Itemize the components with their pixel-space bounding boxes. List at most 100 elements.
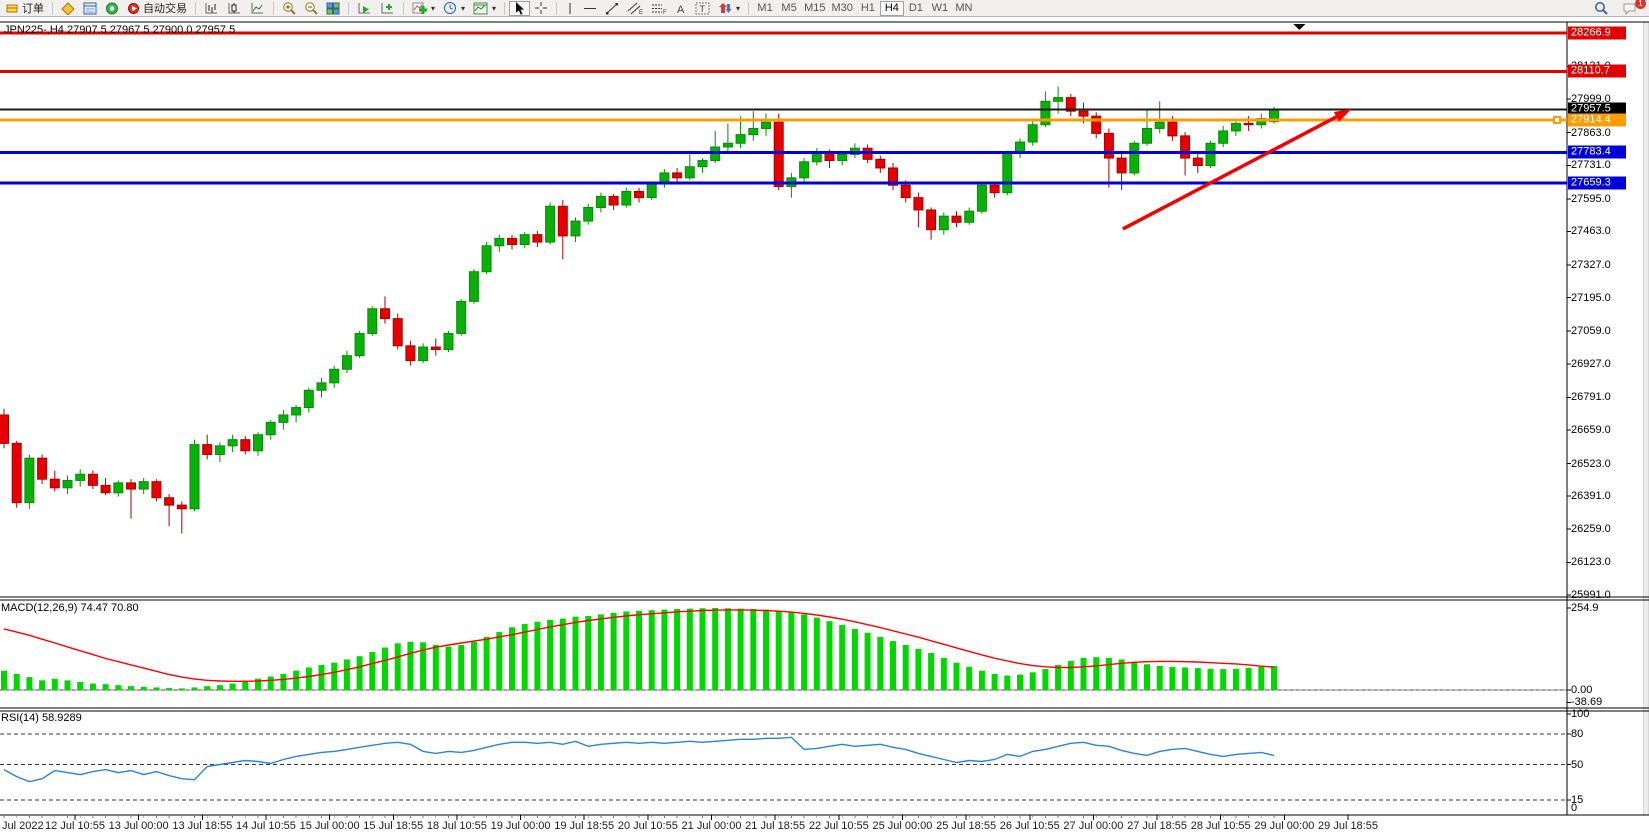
- time-label: 26 Jul 10:55: [999, 820, 1060, 832]
- zoom-in-button[interactable]: [278, 1, 300, 16]
- time-label: 12 Jul 10:55: [45, 820, 105, 832]
- axis-tick-label: 26123.0: [1571, 556, 1611, 569]
- axis-tick-label: 27999.0: [1571, 93, 1611, 106]
- text-tool-button[interactable]: A: [671, 1, 691, 16]
- vertical-scrollbar[interactable]: [1643, 21, 1649, 816]
- auto-scroll-icon: [358, 2, 370, 13]
- equidistant-channel-tool-button[interactable]: E: [623, 1, 647, 16]
- indicators-icon: [412, 2, 427, 14]
- fibonacci-tool-button[interactable]: F: [647, 1, 671, 16]
- time-label: 18 Jul 10:55: [426, 820, 487, 832]
- axis-tick-label: 100: [1571, 708, 1590, 721]
- axis-tick-label: 80: [1571, 728, 1584, 741]
- line-chart-button[interactable]: [246, 1, 269, 16]
- timeframe-m30-button[interactable]: M30: [828, 1, 855, 16]
- dropdown-caret-icon: ▾: [461, 3, 466, 13]
- trend-arrow[interactable]: [1122, 108, 1352, 231]
- tile-windows-button[interactable]: [322, 1, 344, 16]
- time-label: 13 Jul 00:00: [108, 820, 169, 832]
- templates-button[interactable]: ▾: [469, 1, 500, 16]
- axis-tick-label: 27863.0: [1571, 126, 1611, 139]
- timeframe-mn-button[interactable]: MN: [952, 1, 976, 16]
- signals-icon: [106, 2, 118, 14]
- data-window-button[interactable]: [79, 1, 101, 16]
- periods-button[interactable]: ▾: [439, 1, 469, 16]
- chart-shift-button[interactable]: [376, 1, 399, 16]
- time-label: 19 Jul 18:55: [554, 820, 615, 832]
- svg-text:A: A: [677, 4, 685, 15]
- arrows-tool-button[interactable]: ▾: [714, 1, 744, 16]
- time-label: 29 Jul 18:55: [1318, 820, 1378, 832]
- candlestick-chart-icon: [228, 2, 240, 13]
- svg-text:E: E: [639, 10, 643, 15]
- tile-windows-icon: [326, 2, 340, 14]
- timeframe-m5-button[interactable]: M5: [777, 1, 801, 16]
- time-label: 22 Jul 10:55: [808, 820, 869, 832]
- horizontal-line-icon: [584, 7, 597, 9]
- timeframe-w1-button[interactable]: W1: [928, 1, 952, 16]
- data-window-icon: [83, 2, 97, 14]
- auto-scroll-button[interactable]: [353, 1, 376, 16]
- axis-tick-label: 27595.0: [1571, 192, 1611, 205]
- timeframe-m15-button[interactable]: M15: [801, 1, 828, 16]
- search-button[interactable]: [1590, 1, 1612, 16]
- axis-tick-label: 26523.0: [1571, 457, 1611, 470]
- divider: [403, 1, 404, 15]
- axis-tick-label: 26391.0: [1571, 490, 1611, 503]
- text-label-tool-button[interactable]: T: [691, 1, 714, 16]
- new-order-button[interactable]: 订单: [2, 1, 48, 16]
- divider: [556, 1, 558, 15]
- notifications-button[interactable]: 1: [1618, 0, 1646, 16]
- divider: [748, 1, 750, 15]
- bar-chart-button[interactable]: [200, 1, 223, 16]
- trendline-tool-button[interactable]: [601, 1, 623, 16]
- cursor-icon: [516, 2, 525, 15]
- line-chart-icon: [251, 2, 263, 13]
- cursor-button[interactable]: [509, 0, 531, 16]
- signals-button[interactable]: [101, 1, 123, 16]
- autotrading-button[interactable]: 自动交易: [123, 1, 191, 16]
- trendline-icon: [606, 2, 619, 14]
- horizontal-line-tool-button[interactable]: [579, 1, 601, 16]
- timeframe-group: M1 M5 M15 M30 H1 H4 D1 W1 MN: [753, 0, 976, 16]
- timeframe-h1-button[interactable]: H1: [856, 1, 880, 16]
- market-watch-button[interactable]: [57, 1, 79, 16]
- zoom-out-button[interactable]: [300, 1, 322, 16]
- macd-indicator-label: MACD(12,26,9) 74.47 70.80: [1, 602, 139, 614]
- market-watch-icon: [61, 1, 75, 15]
- timeframe-m1-button[interactable]: M1: [753, 1, 777, 16]
- chart-shift-icon: [381, 2, 393, 13]
- axis-tick-label: 0.00: [1571, 684, 1593, 696]
- vertical-line-tool-button[interactable]: [561, 1, 579, 16]
- timeframe-h4-button[interactable]: H4: [879, 0, 904, 16]
- axis-tick-label: 0: [1571, 802, 1578, 814]
- autotrading-label: 自动交易: [143, 3, 187, 15]
- time-label: 20 Jul 10:55: [617, 820, 678, 832]
- axis-tick-label: 26259.0: [1571, 522, 1611, 535]
- axis-tick-label: 27463.0: [1571, 225, 1611, 238]
- timeframe-d1-button[interactable]: D1: [904, 1, 928, 16]
- template-icon: [473, 2, 488, 14]
- macd-histogram: [1, 608, 1277, 690]
- time-label: 25 Jul 00:00: [872, 820, 933, 832]
- svg-text:T: T: [700, 4, 706, 14]
- level-line-handle[interactable]: [1553, 115, 1561, 124]
- candlestick-chart-button[interactable]: [223, 1, 246, 16]
- rsi-line: [3, 736, 1275, 783]
- chart-shift-marker[interactable]: [1293, 24, 1306, 30]
- indicators-button[interactable]: ▾: [408, 1, 439, 16]
- new-order-icon: [6, 4, 18, 12]
- dropdown-caret-icon: ▾: [492, 3, 497, 13]
- axis-tick-label: 27327.0: [1571, 259, 1611, 272]
- crosshair-button[interactable]: [530, 1, 552, 16]
- vertical-line-icon: [569, 2, 571, 14]
- bar-chart-icon: [205, 2, 217, 13]
- macd-signal-line: [3, 609, 1275, 682]
- equidistant-channel-icon: E: [627, 2, 643, 15]
- axis-tick-label: 26659.0: [1571, 424, 1611, 437]
- new-order-label: 订单: [22, 3, 44, 15]
- svg-text:F: F: [663, 10, 667, 15]
- dropdown-caret-icon: ▾: [431, 3, 436, 13]
- time-label: 29 Jul 00:00: [1254, 820, 1315, 832]
